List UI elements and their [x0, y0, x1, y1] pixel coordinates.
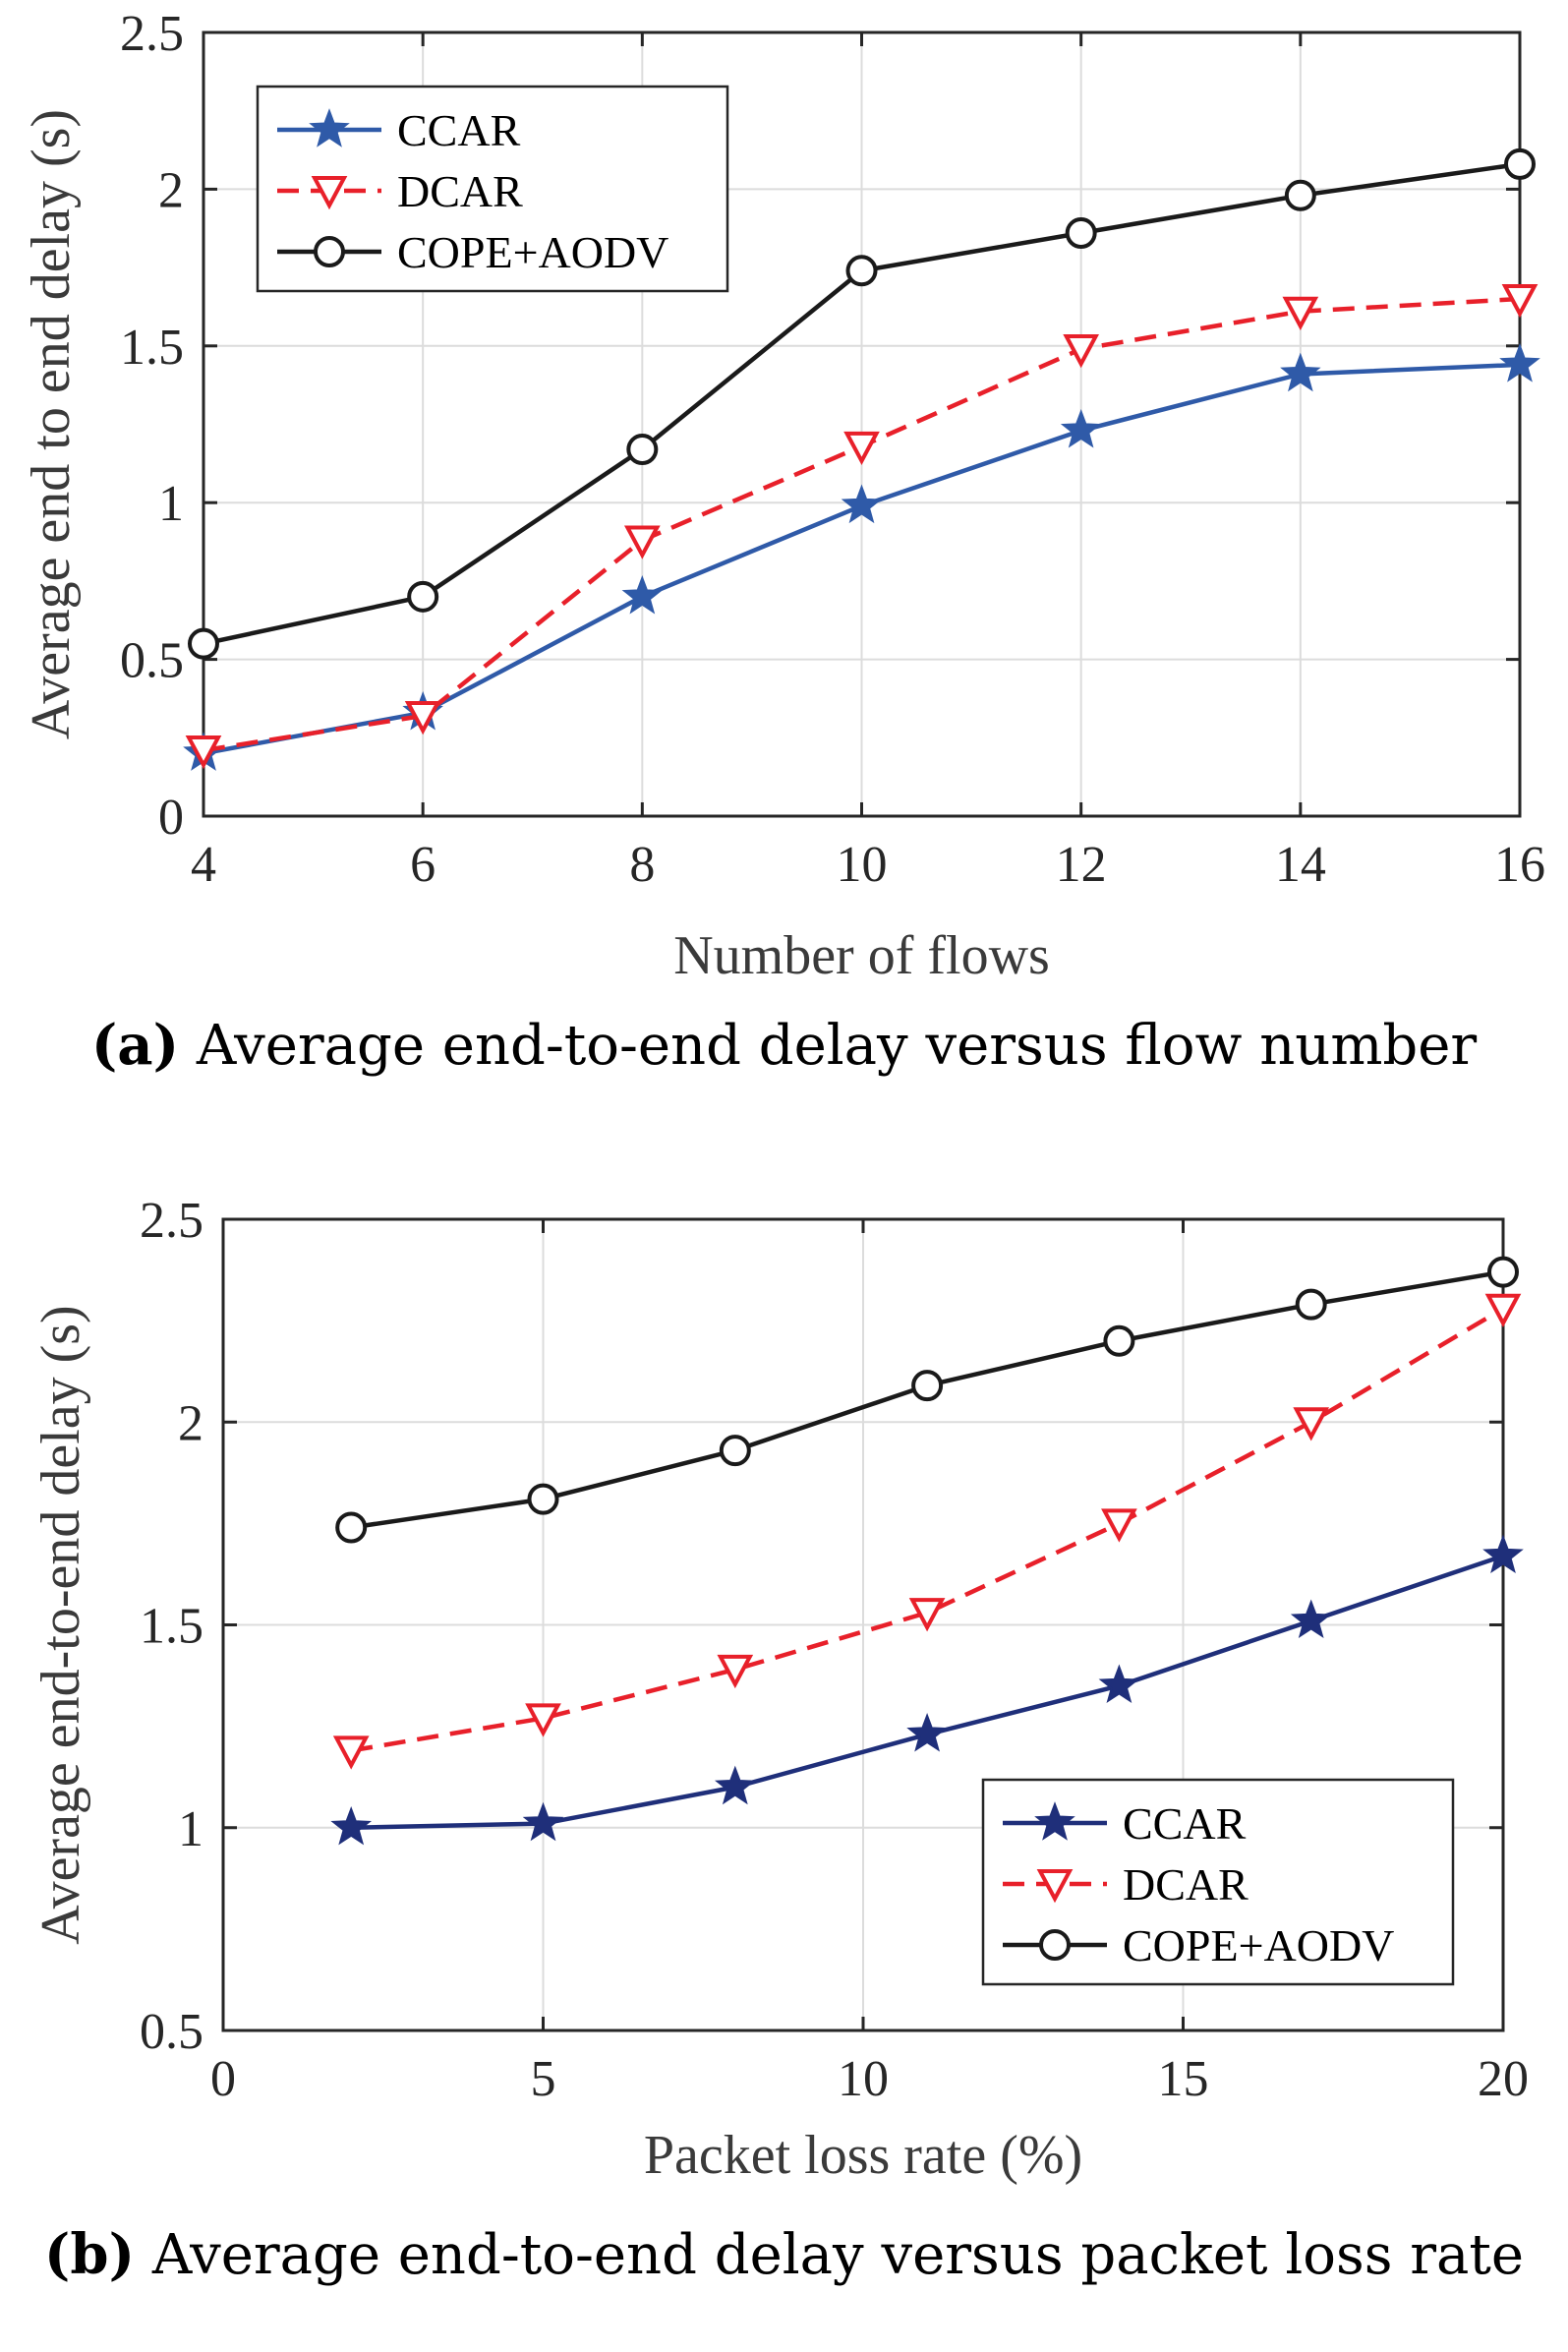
chart-a-xtick-label: 10: [837, 837, 888, 893]
chart-b-series-ccar-point: [1482, 1534, 1524, 1573]
chart-a-xtick-label: 4: [191, 837, 216, 893]
chart-b-xtick-label: 0: [210, 2051, 236, 2107]
chart-b-series-dcar-point: [1293, 1407, 1330, 1441]
chart-a-series-dcar-point: [1282, 296, 1319, 330]
chart-a-series-ccar-point: [841, 484, 883, 524]
chart-b-series-ccar: [330, 1534, 1524, 1846]
chart-a-series-dcar-point: [185, 735, 222, 770]
chart-b-series-ccar-point: [1290, 1599, 1332, 1638]
chart-a-legend-label: COPE+AODV: [397, 227, 668, 277]
chart-b-series-cope-aodv-point: [1295, 1288, 1327, 1321]
chart-a-xtick-label: 6: [410, 837, 436, 893]
chart-b-series-ccar-point: [1098, 1664, 1140, 1703]
chart-b-ytick-label: 1.5: [140, 1599, 203, 1655]
chart-a-series-cope-aodv-point: [845, 255, 878, 287]
chart-a-series-ccar-point: [1280, 352, 1321, 392]
chart-a-ytick-label: 0: [158, 790, 184, 846]
chart-a-series-dcar-point: [843, 431, 880, 466]
chart-b-series-cope-aodv-point: [527, 1483, 559, 1515]
chart-b-legend-label: COPE+AODV: [1123, 1920, 1394, 1970]
chart-b-xtick-label: 5: [531, 2051, 556, 2107]
chart-b-legend-label: CCAR: [1123, 1798, 1247, 1849]
chart-a-series-ccar-point: [621, 574, 664, 615]
chart-panel-b: 0 5 10 15 20 0.5 1 1.5 2 2.5 Packet loss rate (%) A…: [0, 1131, 1568, 2352]
chart-b-xtick-label: 15: [1158, 2051, 1209, 2107]
chart-a-ytick-label: 2.5: [120, 6, 184, 62]
chart-b-series-dcar: [332, 1293, 1522, 1770]
chart-b-series-cope-aodv-point: [335, 1511, 368, 1544]
chart-b-legend-marker: [1036, 1869, 1074, 1904]
chart-a-series-cope-aodv: [188, 147, 1536, 660]
chart-b-legend: CCAR DCAR COPE+AODV: [981, 1778, 1455, 1986]
chart-a-xtick-label: 16: [1494, 837, 1545, 893]
chart-a-legend-marker: [311, 176, 348, 210]
chart-a-series-cope-aodv-point: [1284, 179, 1316, 211]
chart-b-xtick-label: 10: [838, 2051, 889, 2107]
chart-a-series-cope-aodv-point: [407, 580, 439, 613]
chart-a-series-dcar: [185, 283, 1539, 770]
chart-a-legend: CCAR DCAR COPE+AODV: [256, 85, 729, 293]
chart-b-series-dcar-point: [717, 1654, 754, 1689]
caption-a-letter: (a): [90, 1013, 180, 1078]
chart-a-legend-label: CCAR: [397, 105, 521, 155]
chart-b-legend-label: DCAR: [1123, 1859, 1249, 1910]
chart-b-series-dcar-point: [525, 1703, 561, 1737]
caption-a: (a) Average end-to-end delay versus flow…: [0, 1013, 1568, 1078]
chart-a-ytick-label: 1: [158, 476, 184, 532]
chart-a-series-ccar-point: [1499, 343, 1540, 382]
chart-a: 4 6 8 10 12 14 16 0 0.5 1 1.5 2 2.5 Number of flows Av…: [21, 6, 1545, 986]
caption-b-text: Average end-to-end delay versus packet l…: [151, 2223, 1525, 2287]
caption-b: (b) Average end-to-end delay versus pack…: [0, 2222, 1568, 2287]
chart-b-series-cope-aodv: [335, 1256, 1519, 1544]
chart-panel-a: 4 6 8 10 12 14 16 0 0.5 1 1.5 2 2.5 Number of flows Av…: [0, 0, 1568, 1131]
chart-b-series-cope-aodv-point: [719, 1435, 751, 1467]
chart-b-series-ccar-point: [906, 1713, 948, 1752]
chart-b-series-dcar-point: [1101, 1508, 1137, 1543]
chart-b-ytick-label: 2: [178, 1395, 203, 1451]
chart-b-series-ccar-point: [714, 1765, 756, 1805]
chart-a-xtick-label: 14: [1275, 837, 1326, 893]
chart-b-ytick-label: 1: [178, 1801, 203, 1857]
chart-a-xtick-label: 8: [629, 837, 655, 893]
chart-b-series-cope-aodv-point: [1103, 1324, 1135, 1357]
chart-a-series-dcar-point: [404, 700, 441, 735]
chart-a-legend-marker: [309, 108, 350, 147]
chart-a-series-dcar-point: [1063, 333, 1100, 369]
chart-a-series-cope-aodv-point: [188, 627, 219, 660]
chart-a-legend-label: DCAR: [397, 166, 523, 216]
chart-a-series-cope-aodv-point: [1504, 147, 1536, 180]
chart-a-ytick-label: 2: [158, 162, 184, 218]
chart-b-series-cope-aodv-point: [911, 1370, 944, 1402]
chart-a-xlabel: Number of flows: [673, 925, 1050, 986]
chart-a-series-dcar-point: [623, 525, 661, 559]
chart-b-series-dcar-point: [908, 1598, 946, 1632]
chart-b-legend-marker: [1039, 1929, 1071, 1961]
chart-b-xtick-label: 20: [1478, 2051, 1529, 2107]
chart-a-series-cope-aodv-point: [1065, 217, 1097, 250]
chart-b-xlabel: Packet loss rate (%): [644, 2125, 1082, 2186]
chart-a-ylabel: Average end to end delay (s): [21, 109, 82, 739]
caption-b-letter: (b): [43, 2222, 136, 2287]
chart-b-ytick-label: 0.5: [140, 2004, 203, 2060]
caption-a-text: Average end-to-end delay versus flow num…: [196, 1014, 1478, 1078]
chart-a-series-ccar-point: [1060, 409, 1102, 448]
chart-b-series-cope-aodv-point: [1487, 1256, 1519, 1288]
chart-b-ytick-label: 2.5: [140, 1193, 203, 1249]
chart-a-ytick-label: 1.5: [120, 320, 184, 376]
chart-a-series-dcar-point: [1501, 283, 1539, 319]
chart-b-ylabel: Average end-to-end delay (s): [30, 1305, 91, 1944]
chart-b-series-dcar-point: [1484, 1293, 1522, 1327]
chart-b: 0 5 10 15 20 0.5 1 1.5 2 2.5 Packet loss rate (%) A…: [30, 1193, 1529, 2186]
chart-a-series-cope-aodv-point: [626, 434, 659, 466]
chart-b-series-ccar-point: [522, 1801, 564, 1842]
chart-a-ytick-label: 0.5: [120, 633, 184, 689]
chart-a-xtick-label: 12: [1056, 837, 1107, 893]
chart-b-series-ccar-point: [330, 1805, 373, 1846]
chart-a-legend-marker: [314, 236, 345, 267]
chart-b-series-dcar-point: [332, 1735, 370, 1770]
chart-b-legend-marker: [1034, 1801, 1075, 1841]
